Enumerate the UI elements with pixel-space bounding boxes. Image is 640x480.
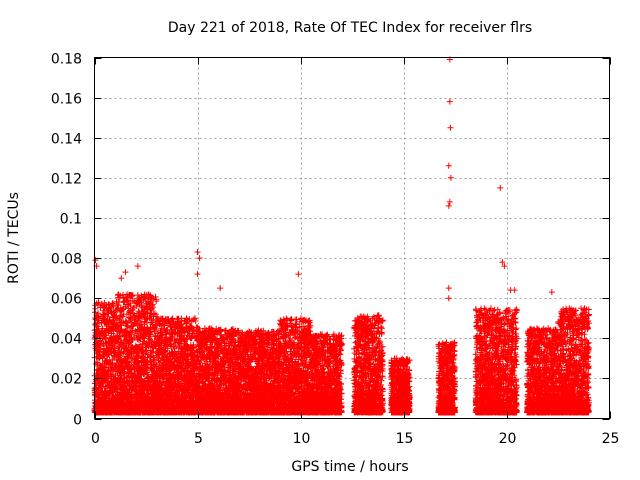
axes: 0 5 10 15 20 25 0 0.02 0.04 0.06 0.08 0.1 0.12 0.14 0.…	[51, 52, 620, 448]
y-tick-label: 0.02	[51, 372, 82, 388]
x-tick-label: 15	[396, 431, 414, 447]
y-tick-label: 0.14	[51, 132, 82, 148]
x-tick-label: 20	[499, 431, 517, 447]
x-tick-label: 25	[602, 431, 620, 447]
y-tick-label: 0.06	[51, 292, 82, 308]
x-axis-label: GPS time / hours	[291, 459, 408, 475]
x-tick-label: 5	[194, 431, 203, 447]
y-axis-label: ROTI / TECUs	[6, 192, 22, 284]
chart-title: Day 221 of 2018, Rate Of TEC Index for r…	[168, 20, 532, 36]
y-tick-label: 0.16	[51, 92, 82, 108]
x-tick-label: 0	[91, 431, 100, 447]
y-tick-label: 0.1	[60, 212, 82, 228]
roti-points	[91, 56, 592, 416]
plot-frame	[94, 57, 610, 419]
y-tick-label: 0.04	[51, 332, 82, 348]
x-tick-label: 10	[293, 431, 311, 447]
y-tick-label: 0	[73, 413, 82, 429]
y-tick-label: 0.18	[51, 52, 82, 68]
data-points	[91, 56, 592, 416]
y-tick-label: 0.12	[51, 172, 82, 188]
y-tick-label: 0.08	[51, 252, 82, 268]
